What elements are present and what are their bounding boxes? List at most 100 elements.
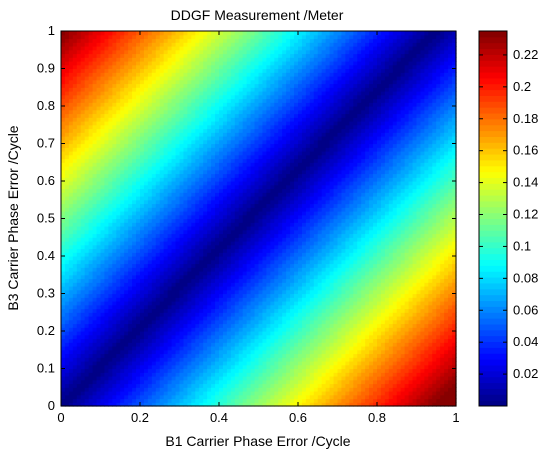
heatmap-cell bbox=[84, 353, 90, 358]
heatmap-cell bbox=[207, 334, 212, 340]
heatmap-cell bbox=[234, 383, 240, 388]
heatmap-cell bbox=[242, 143, 248, 148]
heatmap-cell bbox=[92, 361, 98, 366]
heatmap-cell bbox=[104, 316, 109, 321]
heatmap-cell bbox=[108, 387, 113, 392]
heatmap-cell bbox=[100, 338, 106, 343]
heatmap-cell bbox=[143, 233, 149, 238]
heatmap-cell bbox=[61, 398, 66, 403]
heatmap-cell bbox=[147, 372, 153, 377]
heatmap-cell bbox=[104, 207, 109, 212]
heatmap-cell bbox=[120, 394, 125, 400]
heatmap-cell bbox=[96, 42, 102, 47]
heatmap-cell bbox=[159, 154, 165, 160]
heatmap-cell bbox=[234, 203, 240, 208]
heatmap-cell bbox=[215, 229, 220, 235]
heatmap-cell bbox=[199, 83, 204, 88]
heatmap-cell bbox=[215, 57, 220, 62]
heatmap-cell bbox=[242, 196, 248, 201]
heatmap-cell bbox=[80, 364, 86, 370]
heatmap-cell bbox=[203, 211, 208, 216]
heatmap-cell bbox=[203, 31, 208, 36]
heatmap-cell bbox=[222, 207, 228, 212]
heatmap-cell bbox=[219, 76, 224, 81]
heatmap-cell bbox=[76, 196, 82, 201]
heatmap-cell bbox=[254, 61, 260, 66]
heatmap-cell bbox=[155, 304, 161, 310]
heatmap-cell bbox=[128, 87, 133, 92]
heatmap-cell bbox=[230, 316, 236, 321]
heatmap-cell bbox=[211, 259, 216, 265]
heatmap-cell bbox=[219, 259, 224, 265]
heatmap-cell bbox=[183, 53, 188, 58]
heatmap-cell bbox=[163, 229, 169, 235]
heatmap-cell bbox=[100, 252, 106, 257]
heatmap-cell bbox=[191, 376, 196, 381]
heatmap-cell bbox=[207, 241, 212, 246]
heatmap-cell bbox=[92, 147, 98, 152]
heatmap-cell bbox=[155, 121, 161, 126]
heatmap-cell bbox=[96, 353, 102, 358]
heatmap-cell bbox=[96, 102, 102, 107]
heatmap-cell bbox=[167, 124, 173, 130]
heatmap-cell bbox=[76, 199, 82, 205]
heatmap-cell bbox=[159, 256, 165, 261]
heatmap-cell bbox=[242, 361, 248, 366]
heatmap-cell bbox=[203, 184, 208, 190]
heatmap-cell bbox=[195, 106, 200, 111]
heatmap-cell bbox=[120, 72, 125, 77]
heatmap-cell bbox=[132, 139, 137, 145]
heatmap-cell bbox=[128, 132, 133, 137]
heatmap-cell bbox=[191, 364, 196, 370]
heatmap-cell bbox=[167, 72, 173, 77]
heatmap-cell bbox=[143, 102, 149, 107]
heatmap-cell bbox=[215, 301, 220, 306]
heatmap-cell bbox=[88, 282, 94, 287]
heatmap-cell bbox=[128, 207, 133, 212]
heatmap-cell bbox=[92, 256, 98, 261]
heatmap-cell bbox=[64, 34, 70, 40]
heatmap-cell bbox=[211, 319, 216, 325]
heatmap-cell bbox=[242, 271, 248, 276]
heatmap-cell bbox=[128, 237, 133, 242]
heatmap-cell bbox=[124, 139, 129, 145]
heatmap-cell bbox=[183, 184, 188, 190]
heatmap-cell bbox=[159, 79, 165, 85]
heatmap-cell bbox=[183, 293, 188, 298]
heatmap-cell bbox=[187, 207, 192, 212]
heatmap-cell bbox=[72, 196, 78, 201]
heatmap-cell bbox=[226, 353, 232, 358]
heatmap-cell bbox=[128, 166, 133, 171]
heatmap-cell bbox=[219, 154, 224, 160]
heatmap-cell bbox=[219, 199, 224, 205]
heatmap-cell bbox=[222, 357, 228, 362]
heatmap-cell bbox=[187, 293, 192, 298]
heatmap-cell bbox=[155, 241, 161, 246]
heatmap-cell bbox=[163, 196, 169, 201]
heatmap-cell bbox=[136, 387, 141, 392]
heatmap-cell bbox=[250, 376, 256, 381]
heatmap-cell bbox=[120, 263, 125, 268]
heatmap-cell bbox=[76, 316, 82, 321]
heatmap-cell bbox=[207, 267, 212, 272]
heatmap-cell bbox=[64, 361, 70, 366]
heatmap-cell bbox=[199, 53, 204, 58]
heatmap-cell bbox=[124, 113, 129, 118]
heatmap-cell bbox=[100, 166, 106, 171]
heatmap-cell bbox=[132, 151, 137, 156]
heatmap-cell bbox=[183, 166, 188, 171]
heatmap-cell bbox=[84, 83, 90, 88]
heatmap-cell bbox=[203, 143, 208, 148]
heatmap-cell bbox=[68, 241, 74, 246]
heatmap-cell bbox=[140, 68, 145, 73]
heatmap-cell bbox=[215, 113, 220, 118]
heatmap-cell bbox=[254, 349, 260, 355]
heatmap-cell bbox=[120, 173, 125, 178]
heatmap-cell bbox=[84, 383, 90, 388]
heatmap-cell bbox=[108, 188, 113, 193]
heatmap-cell bbox=[72, 46, 78, 51]
heatmap-cell bbox=[76, 387, 82, 392]
heatmap-cell bbox=[175, 387, 181, 392]
heatmap-cell bbox=[230, 256, 236, 261]
heatmap-cell bbox=[207, 38, 212, 43]
